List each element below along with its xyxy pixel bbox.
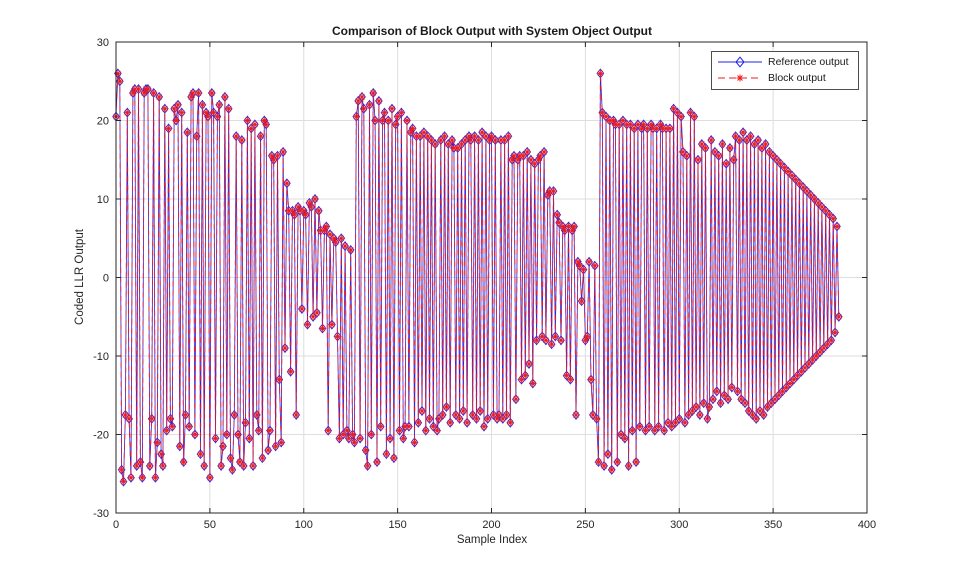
legend-sample-reference-line bbox=[718, 56, 762, 68]
y-tick-label: 30 bbox=[97, 37, 109, 49]
y-tick-label: -10 bbox=[93, 351, 109, 363]
legend-box[interactable]: Reference output Block output bbox=[711, 51, 859, 90]
legend-entry-block[interactable]: Block output bbox=[712, 70, 858, 86]
x-tick-label: 200 bbox=[482, 519, 500, 531]
legend-entry-reference[interactable]: Reference output bbox=[712, 54, 858, 70]
y-tick-label: -20 bbox=[93, 429, 109, 441]
legend-label-block: Block output bbox=[768, 72, 826, 84]
asterisk-marker-icon bbox=[736, 74, 744, 82]
diamond-marker-icon bbox=[735, 56, 745, 68]
legend-sample-block-line bbox=[718, 74, 762, 82]
chart-title: Comparison of Block Output with System O… bbox=[331, 24, 652, 38]
x-tick-label: 350 bbox=[764, 519, 782, 531]
x-tick-label: 250 bbox=[576, 519, 594, 531]
block-series-line bbox=[115, 73, 840, 482]
x-axis-label: Sample Index bbox=[456, 534, 528, 546]
x-tick-label: 0 bbox=[113, 519, 119, 531]
y-axis-label: Coded LLR Output bbox=[74, 229, 86, 325]
x-tick-label: 400 bbox=[858, 519, 876, 531]
legend-label-reference: Reference output bbox=[768, 56, 849, 68]
y-tick-label: 10 bbox=[97, 194, 109, 206]
y-tick-label: 0 bbox=[103, 272, 109, 284]
x-tick-label: 300 bbox=[670, 519, 688, 531]
y-tick-label: -30 bbox=[93, 508, 109, 520]
x-tick-label: 50 bbox=[204, 519, 216, 531]
y-tick-label: 20 bbox=[97, 115, 109, 127]
x-tick-label: 100 bbox=[295, 519, 313, 531]
x-tick-label: 150 bbox=[388, 519, 406, 531]
